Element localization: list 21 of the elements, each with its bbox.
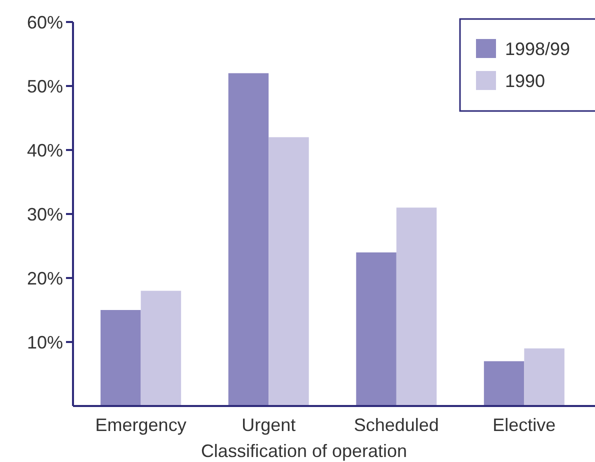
- bar: [140, 290, 182, 406]
- bar: [100, 310, 141, 406]
- x-tick-label: Scheduled: [354, 415, 439, 435]
- x-tick-label: Urgent: [242, 415, 296, 435]
- y-tick-label: 40%: [26, 140, 63, 160]
- bar: [524, 348, 564, 406]
- bar: [396, 208, 437, 406]
- legend-label: 1990: [505, 71, 546, 91]
- x-tick-label: Emergency: [95, 415, 186, 435]
- legend-label: 1998/99: [505, 39, 570, 59]
- y-tick-label: 10%: [26, 332, 63, 352]
- bar: [268, 137, 309, 406]
- bar: [356, 252, 396, 406]
- x-tick-label: Elective: [492, 415, 556, 435]
- bar: [228, 73, 269, 406]
- y-tick-label: 30%: [26, 204, 63, 224]
- bar: [484, 361, 524, 406]
- x-axis-title: Classification of operation: [200, 441, 408, 461]
- y-tick-label: 60%: [26, 12, 63, 32]
- y-tick-label: 50%: [26, 76, 63, 96]
- y-tick-label: 20%: [26, 268, 63, 288]
